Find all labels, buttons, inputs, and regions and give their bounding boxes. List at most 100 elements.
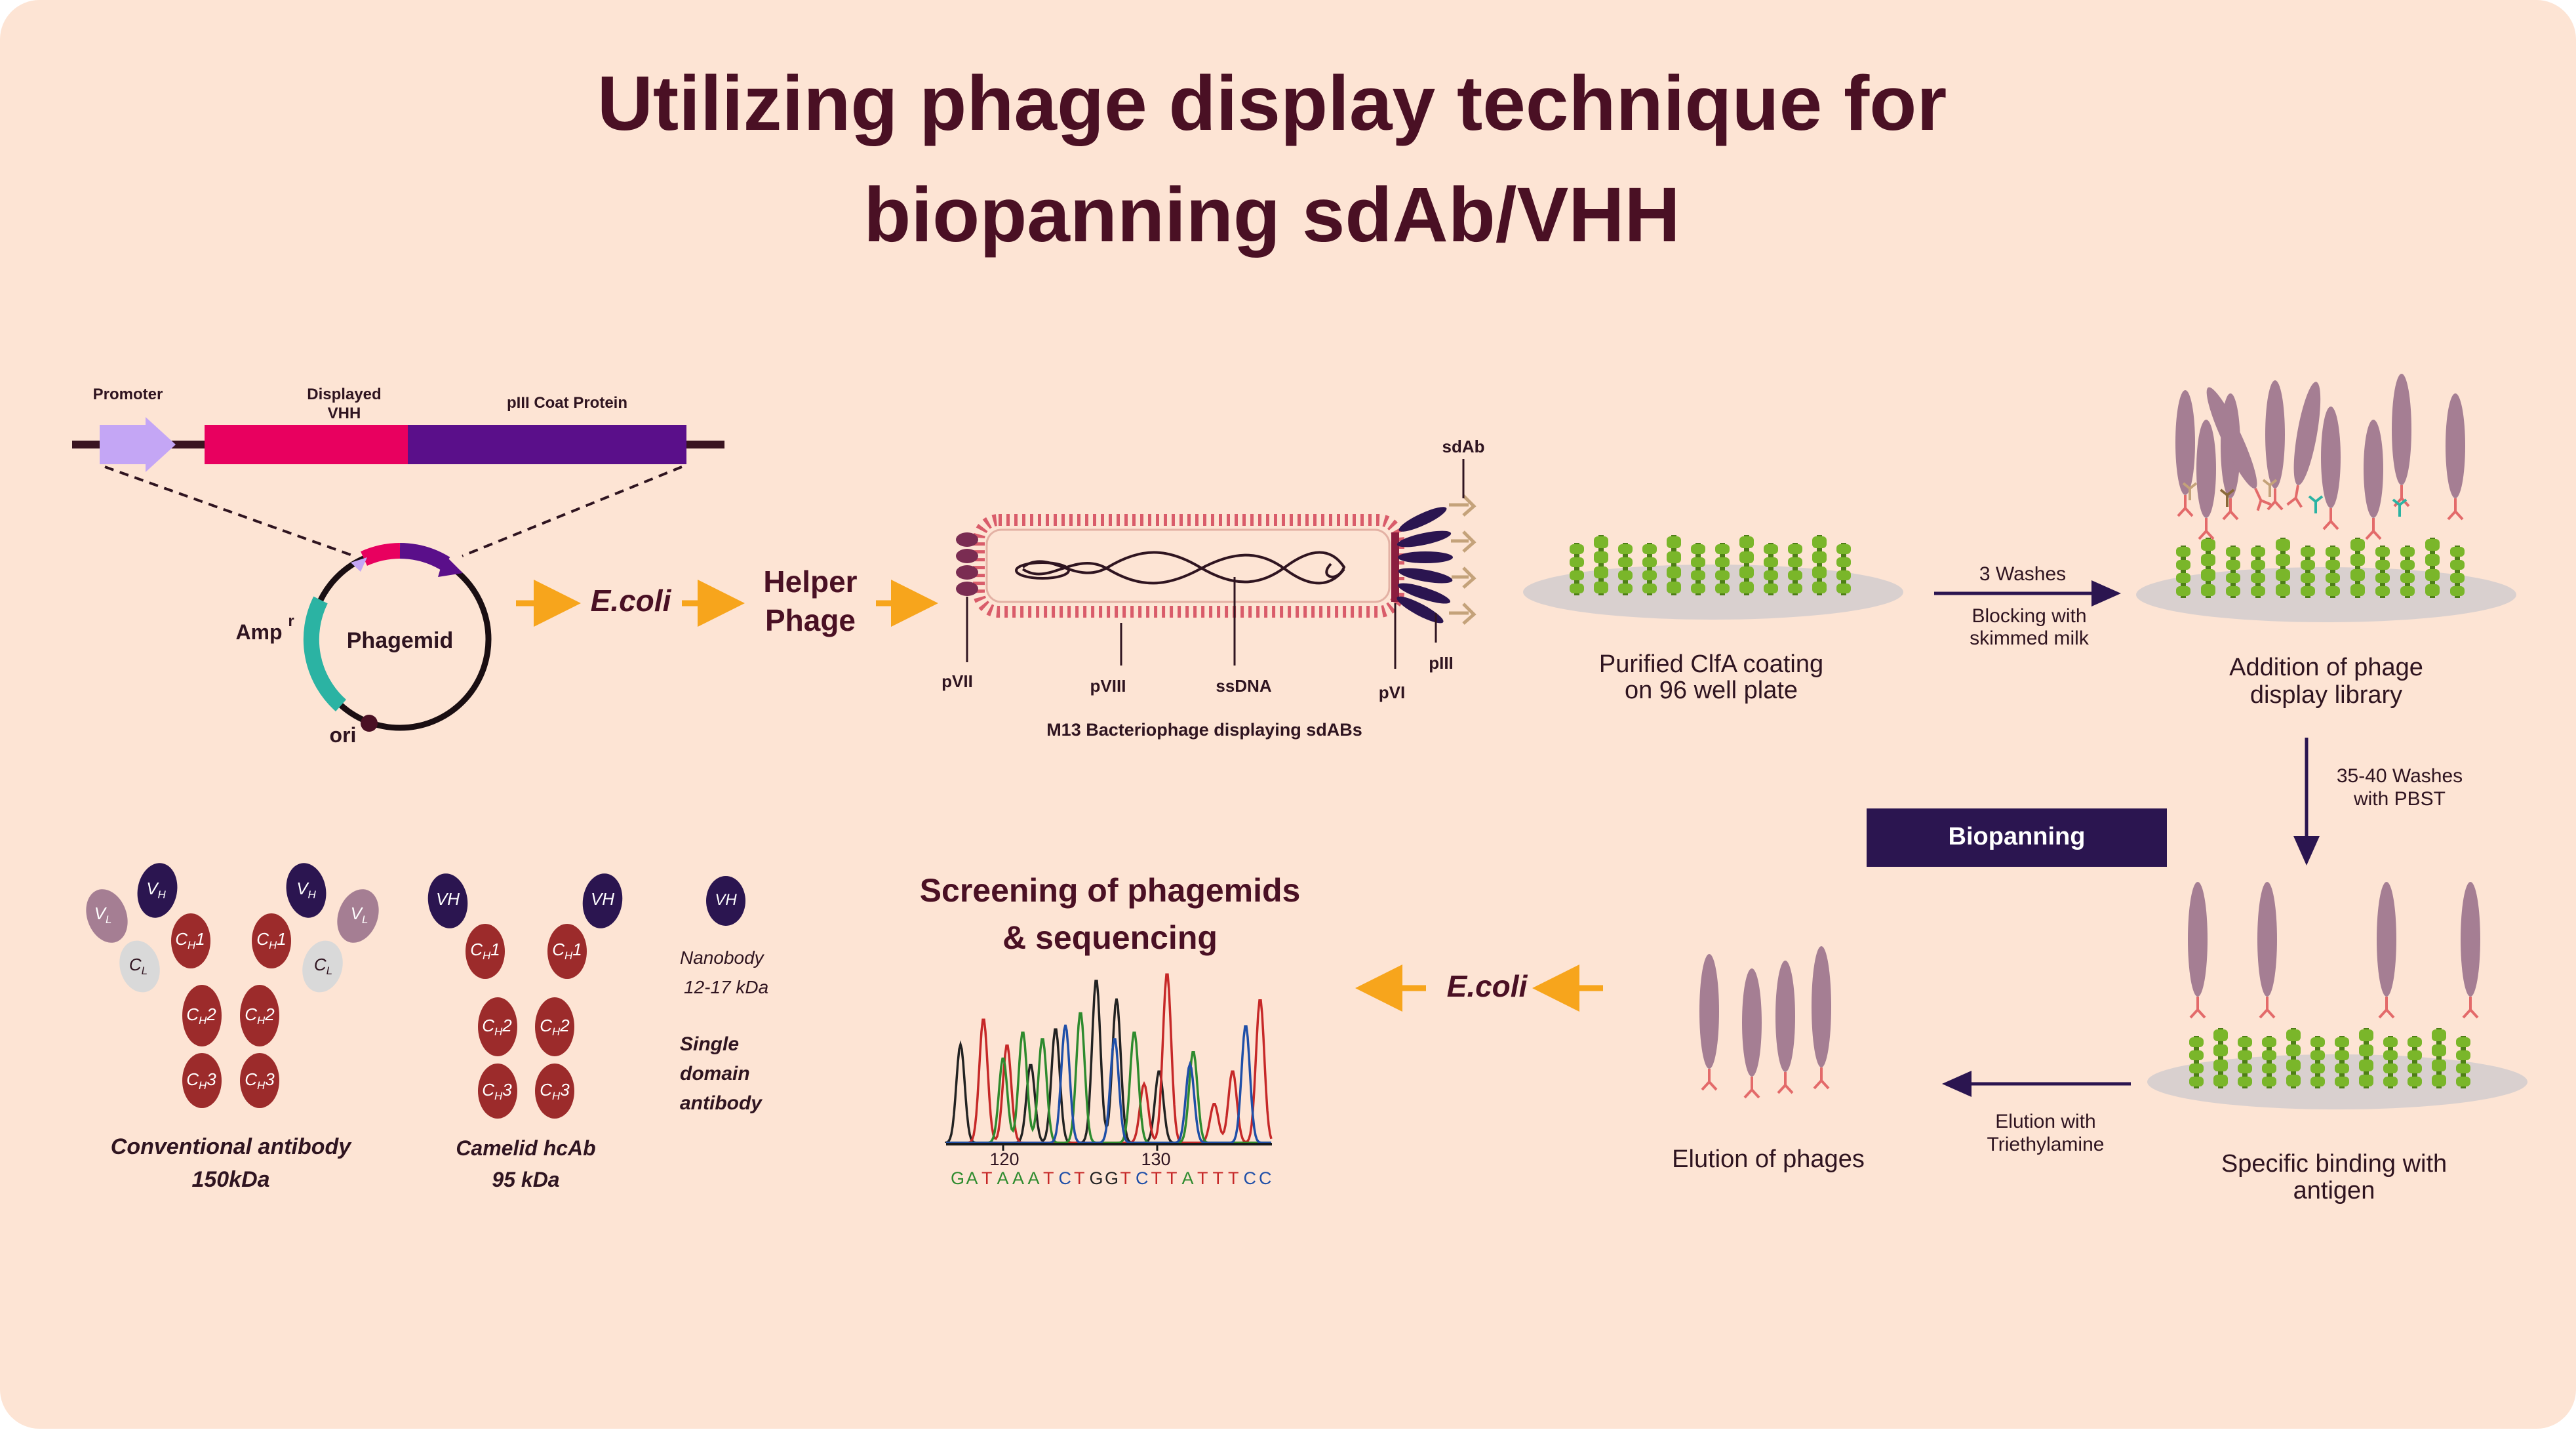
vl-text-left: VL <box>94 904 112 926</box>
phagemid-label: Phagemid <box>347 628 453 653</box>
phage-particle <box>1812 946 1831 1090</box>
ssdna-loop <box>1015 561 1070 580</box>
base-call: G <box>1090 1168 1103 1188</box>
antigen <box>2359 1028 2373 1088</box>
camelid-ch2-text-left: CH2 <box>482 1016 512 1038</box>
cl-domain-right <box>302 940 343 993</box>
vh-domain-right <box>286 863 327 918</box>
ssdna-strand-b <box>1021 553 1345 585</box>
cl-text-right: CL <box>314 955 332 977</box>
antigen <box>1691 543 1705 595</box>
coating-line2: on 96 well plate <box>1625 677 1798 704</box>
conventional-line2: 150kDa <box>191 1167 269 1192</box>
base-call: G <box>1105 1168 1119 1188</box>
base-call: A <box>1028 1168 1040 1188</box>
elution-with-line1: Elution with <box>1995 1111 2095 1132</box>
blocking-line1: Blocking with <box>1972 605 2086 627</box>
antigen <box>2375 546 2390 598</box>
helper-phage-line1: Helper <box>763 565 857 599</box>
antigen <box>2201 538 2215 598</box>
camelid-vhh-text-right: VH <box>591 889 614 909</box>
ch1-text-right: CH1 <box>256 929 287 951</box>
title-line-2: biopanning sdAb/VHH <box>863 172 1680 258</box>
ampr-gene <box>303 596 347 711</box>
ch2-domain-right <box>240 985 279 1046</box>
ch1-domain-right <box>252 913 291 968</box>
base-call: T <box>981 1168 993 1188</box>
ch3-text-right: CH3 <box>245 1069 275 1092</box>
m13-inner <box>985 528 1391 603</box>
vhh-label: VHH <box>328 405 361 422</box>
antigen <box>2350 538 2365 598</box>
piii-proteins <box>1397 507 1453 624</box>
vh-domain-left <box>137 863 178 918</box>
ssdna-strand-a <box>1021 551 1346 584</box>
phage-particle <box>2175 390 2195 517</box>
vl-domain-right <box>337 889 379 943</box>
phage-particle <box>2265 380 2285 511</box>
phagemid-piii <box>399 543 450 571</box>
antigen <box>2213 1028 2228 1088</box>
coating-line1: Purified ClfA coating <box>1599 650 1823 678</box>
antigen <box>1642 543 1657 595</box>
antigen <box>1836 543 1851 595</box>
camelid-ch1-right <box>547 924 587 979</box>
piii-label: pIII <box>1429 653 1454 673</box>
camelid-ch1-left <box>466 924 505 979</box>
blocking-line2: skimmed milk <box>1970 627 2090 649</box>
vl-domain-left <box>86 889 128 943</box>
vh-text-left: VH <box>146 879 166 901</box>
vector-map: Promoter Displayed VHH pIII Coat Protein <box>72 386 724 557</box>
phage-particle <box>2377 882 2396 1019</box>
antigen <box>2262 1036 2276 1088</box>
antigen <box>2310 1036 2325 1088</box>
camelid-ch1-text-left: CH1 <box>470 940 500 962</box>
base-call: C <box>1136 1168 1149 1188</box>
ch3-text-left: CH3 <box>186 1069 216 1092</box>
phage-particle <box>2321 407 2341 530</box>
base-call: A <box>1012 1168 1024 1188</box>
cl-domain-left <box>119 940 160 993</box>
ch1-text-left: CH1 <box>175 929 205 951</box>
pviii-label: pVIII <box>1090 676 1126 696</box>
phagemid-vhh <box>361 543 401 567</box>
displayed-label: Displayed <box>307 386 381 403</box>
antigen <box>1739 535 1754 595</box>
phage-particle <box>2461 882 2480 1019</box>
pvi-proteins <box>1391 532 1399 602</box>
ori-label: ori <box>330 723 357 747</box>
camelid-ch3-text-right: CH3 <box>540 1080 570 1102</box>
phage-particle <box>2196 420 2216 540</box>
ch2-domain-left <box>182 985 222 1046</box>
phage-particle <box>2257 882 2277 1019</box>
dashed-line-left <box>104 466 355 557</box>
tick-130-label: 130 <box>1141 1149 1170 1169</box>
antigen <box>2326 546 2340 598</box>
antigen <box>1618 543 1633 595</box>
addition-line1: Addition of phage <box>2229 654 2423 681</box>
plate-binding: Specific binding with antigen <box>2147 882 2527 1204</box>
ampr-label: Amp <box>235 620 282 644</box>
phage-library <box>2175 374 2465 540</box>
pvii-proteins <box>956 532 978 596</box>
phage-particle <box>1742 968 1762 1099</box>
camelid-line2: 95 kDa <box>492 1168 559 1191</box>
antigen <box>2408 1036 2422 1088</box>
sdab-fragments <box>1449 494 1476 625</box>
free-sdab <box>2182 482 2198 500</box>
ch1-domain-left <box>171 913 210 968</box>
free-sdab <box>2392 498 2408 517</box>
camelid-vhh-text-left: VH <box>436 889 460 909</box>
screening-line1: Screening of phagemids <box>920 872 1301 909</box>
title-line-1: Utilizing phage display technique for <box>597 60 1947 147</box>
biopanning-box <box>1867 808 2167 867</box>
base-call: T <box>1120 1168 1132 1188</box>
ampr-superscript: r <box>288 612 294 630</box>
plate-addition: Addition of phage display library <box>2136 374 2516 709</box>
antigen <box>2176 546 2190 598</box>
elution-phages-label: Elution of phages <box>1672 1145 1865 1173</box>
free-sdab <box>2262 479 2278 497</box>
antigen <box>2456 1036 2470 1088</box>
phage-particle <box>2206 387 2272 511</box>
